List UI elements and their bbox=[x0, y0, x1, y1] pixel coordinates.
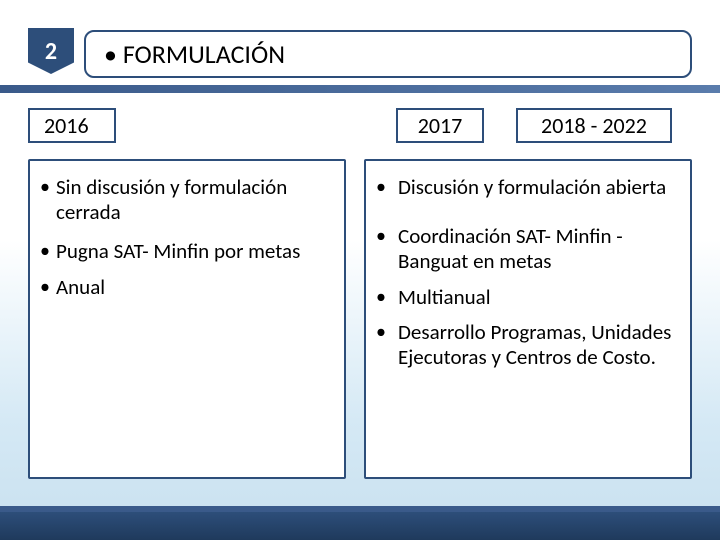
list-item-text: Pugna SAT- Minfin por metas bbox=[56, 239, 300, 264]
list-item: •Sin discusión y formulación cerrada bbox=[40, 175, 334, 225]
bullet-icon: • bbox=[376, 224, 398, 248]
slide-title: • FORMULACIÓN bbox=[104, 38, 285, 70]
card-2017-2022: •Discusión y formulación abierta •Coordi… bbox=[364, 159, 692, 479]
bullet-icon: • bbox=[376, 175, 398, 199]
list-item-text: Desarrollo Programas, Unidades Ejecutora… bbox=[398, 320, 680, 370]
list-item: •Multianual bbox=[376, 285, 680, 310]
list-item-text: Multianual bbox=[398, 285, 491, 310]
columns: •Sin discusión y formulación cerrada •Pu… bbox=[28, 159, 692, 479]
slide-title-pill: • FORMULACIÓN bbox=[84, 30, 692, 78]
bullet-icon: • bbox=[40, 275, 56, 299]
list-item-text: Coordinación SAT- Minfin - Banguat en me… bbox=[398, 224, 680, 274]
list-item: •Desarrollo Programas, Unidades Ejecutor… bbox=[376, 320, 680, 370]
bottom-bar bbox=[0, 512, 720, 540]
list-2016: •Sin discusión y formulación cerrada •Pu… bbox=[40, 175, 334, 300]
step-number: 2 bbox=[45, 37, 57, 66]
list-item: •Coordinación SAT- Minfin - Banguat en m… bbox=[376, 224, 680, 274]
bullet-icon: • bbox=[376, 285, 398, 309]
year-spacer bbox=[116, 108, 396, 143]
list-item-text: Anual bbox=[56, 275, 105, 300]
list-item: •Discusión y formulación abierta bbox=[376, 175, 680, 200]
slide-content: 2 • FORMULACIÓN 2016 2017 2018 - 2022 •S… bbox=[0, 0, 720, 479]
header-row: 2 • FORMULACIÓN bbox=[28, 30, 692, 78]
list-item: •Anual bbox=[40, 275, 334, 300]
list-item-text: Sin discusión y formulación cerrada bbox=[56, 175, 334, 225]
list-item: •Pugna SAT- Minfin por metas bbox=[40, 239, 334, 264]
year-row: 2016 2017 2018 - 2022 bbox=[28, 108, 692, 143]
bullet-icon: • bbox=[40, 239, 56, 263]
bullet-icon: • bbox=[40, 175, 56, 199]
year-label-2017: 2017 bbox=[396, 108, 484, 143]
card-2016: •Sin discusión y formulación cerrada •Pu… bbox=[28, 159, 346, 479]
list-right-top: •Discusión y formulación abierta bbox=[376, 175, 680, 200]
year-label-2018-2022: 2018 - 2022 bbox=[516, 108, 672, 143]
list-item-text: Discusión y formulación abierta bbox=[398, 175, 666, 200]
step-badge: 2 bbox=[28, 28, 74, 74]
year-label-2016: 2016 bbox=[28, 108, 116, 143]
bullet-icon: • bbox=[376, 320, 398, 344]
list-right-bottom: •Coordinación SAT- Minfin - Banguat en m… bbox=[376, 224, 680, 370]
